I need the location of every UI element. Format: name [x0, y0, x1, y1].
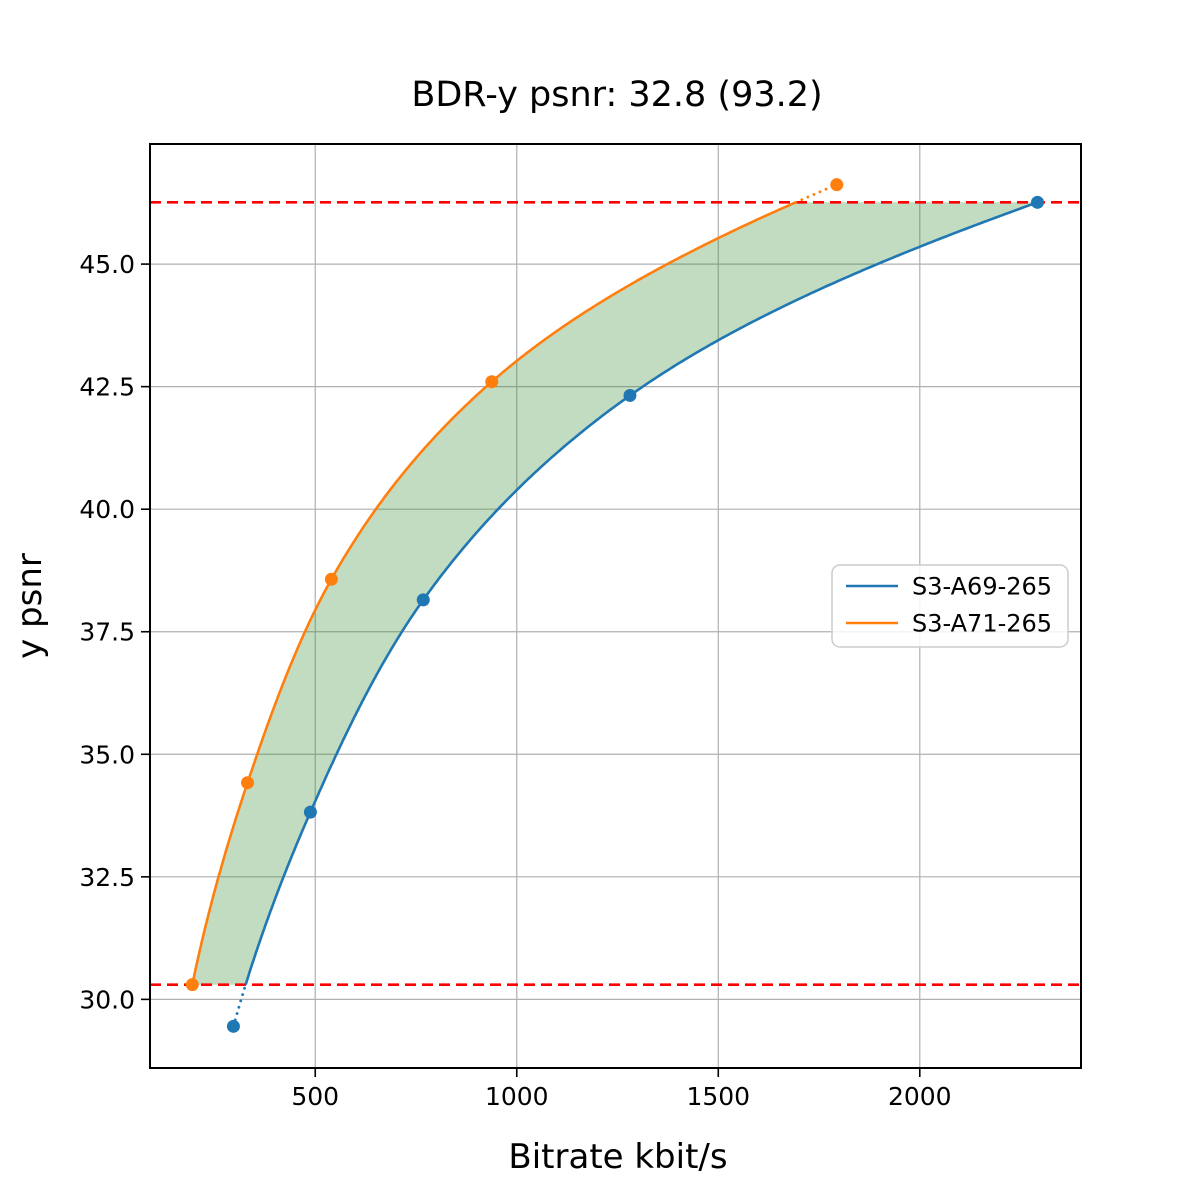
x-tick-label: 2000	[888, 1082, 952, 1111]
y-tick-label: 32.5	[79, 863, 135, 892]
series-curve-S3-A71-265	[191, 201, 797, 986]
bd-overlap-fill	[192, 202, 1038, 985]
series-curve-S3-A69-265-extrapolated	[232, 983, 248, 1028]
x-tick-label: 1000	[485, 1082, 549, 1111]
y-tick-label: 42.5	[79, 373, 135, 402]
y-tick-label: 45.0	[79, 250, 135, 279]
series-point-S3-A69-265	[1030, 195, 1044, 209]
x-tick-label: 1500	[686, 1082, 750, 1111]
series-point-S3-A69-265	[416, 593, 430, 607]
y-tick-label: 30.0	[79, 985, 135, 1014]
series-point-S3-A71-265	[830, 178, 844, 192]
plot-border	[149, 143, 1082, 1069]
legend-item-label: S3-A71-265	[912, 610, 1052, 638]
series-point-S3-A69-265	[623, 388, 637, 402]
series-point-S3-A69-265	[226, 1019, 240, 1033]
series-point-S3-A69-265	[303, 805, 317, 819]
series-curve-S3-A71-265-extrapolated	[794, 183, 839, 204]
series-point-S3-A71-265	[485, 375, 499, 389]
x-axis-label: Bitrate kbit/s	[508, 1137, 728, 1177]
y-tick-label: 40.0	[79, 495, 135, 524]
legend-item-label: S3-A69-265	[912, 573, 1052, 601]
series-curve-S3-A69-265	[244, 201, 1038, 986]
x-tick-label: 500	[291, 1082, 339, 1111]
chart-title: BDR-y psnr: 32.8 (93.2)	[411, 75, 823, 115]
series-point-S3-A71-265	[324, 572, 338, 586]
series-point-S3-A71-265	[241, 776, 255, 790]
series-point-S3-A71-265	[185, 978, 199, 992]
y-tick-label: 37.5	[79, 618, 135, 647]
y-tick-label: 35.0	[79, 740, 135, 769]
